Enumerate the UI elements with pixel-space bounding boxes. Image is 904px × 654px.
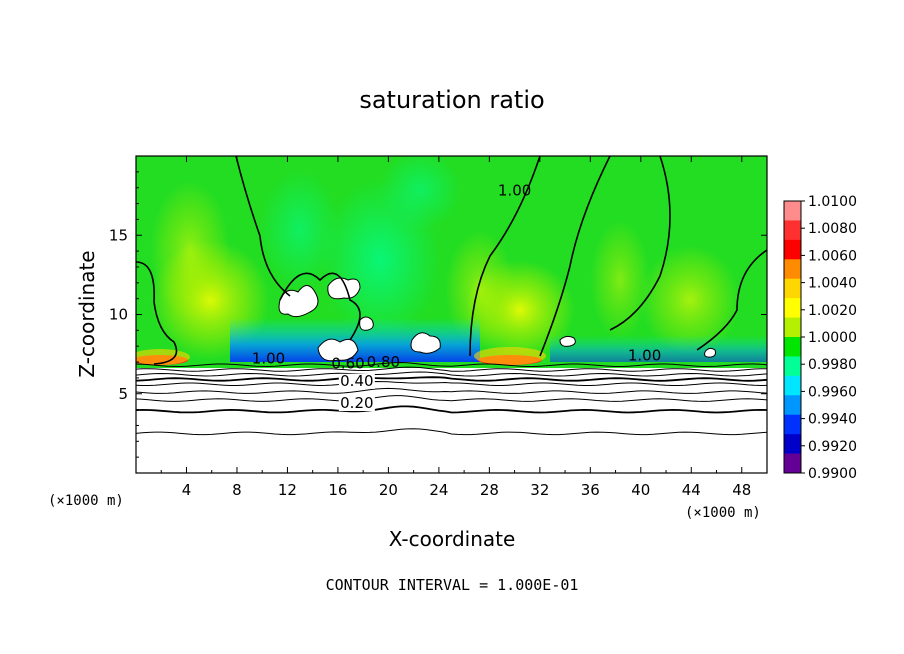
- y-tick-label: 5: [118, 385, 128, 403]
- z-unit-label: (×1000 m): [48, 493, 124, 509]
- colorbar-label: 0.9920: [808, 439, 857, 455]
- colorbar-swatch: [784, 298, 801, 319]
- colorbar-swatch: [784, 375, 801, 396]
- colorbar-label: 0.9960: [808, 384, 857, 400]
- cyan-region: [380, 156, 460, 230]
- colorbar-label: 1.0100: [808, 194, 857, 210]
- x-tick-label: 8: [232, 481, 242, 499]
- saturation-contours: [136, 156, 767, 365]
- contour-line: [136, 361, 767, 368]
- x-tick-label: 4: [182, 481, 192, 499]
- x-tick-label: 40: [631, 481, 650, 499]
- cyan-region: [260, 170, 340, 290]
- colorbar-label: 1.0060: [808, 248, 857, 264]
- x-tick-label: 28: [480, 481, 499, 499]
- colorbar-label: 1.0020: [808, 303, 857, 319]
- colorbar-swatch: [784, 414, 801, 435]
- cloud-fragments: [278, 277, 716, 362]
- contour-line: [136, 371, 767, 377]
- contour-line: [136, 428, 767, 436]
- colorbar-swatch: [784, 356, 801, 377]
- contour-line: [136, 376, 767, 382]
- x-tick-label: 48: [732, 481, 751, 499]
- subsaturated-band: [550, 335, 767, 362]
- warm-plume: [590, 220, 650, 340]
- chart-title: saturation ratio: [359, 86, 545, 114]
- y-tick-label: 10: [109, 306, 128, 324]
- contour-label: 1.00: [498, 182, 531, 200]
- colorbar-label: 0.9980: [808, 357, 857, 373]
- warm-plume: [150, 180, 230, 320]
- warm-plume: [640, 245, 740, 355]
- colorbar-label: 1.0040: [808, 276, 857, 292]
- x-unit-label: (×1000 m): [685, 505, 761, 521]
- supersat-strip: [474, 347, 546, 365]
- colorbar-swatch: [784, 395, 801, 416]
- x-tick-label: 36: [581, 481, 600, 499]
- contour-label: 0.40: [340, 372, 373, 390]
- colorbar: 1.0100 1.0080 1.0060 1.0040 1.0020 1.0000 0.99…: [783, 194, 857, 482]
- contour-label: 1.00: [628, 346, 661, 364]
- y-axis: 5 10 15: [109, 171, 767, 458]
- colorbar-swatch: [784, 201, 801, 221]
- colorbar-label: 0.9940: [808, 412, 857, 428]
- y-tick-label: 15: [109, 226, 128, 244]
- contour-label: 0.60: [331, 354, 364, 372]
- contour-label-bg: [338, 373, 375, 389]
- x-tick-label: 44: [682, 481, 701, 499]
- heatmap-field: [136, 156, 767, 473]
- contour-lines: [136, 361, 767, 436]
- colorbar-swatch: [784, 317, 801, 338]
- colorbar-swatch: [784, 278, 801, 299]
- x-axis-title: X-coordinate: [389, 527, 516, 551]
- colorbar-label: 1.0080: [808, 221, 857, 237]
- x-tick-label: 32: [530, 481, 549, 499]
- contour-line: [136, 387, 767, 394]
- contour-label: 0.80: [367, 353, 400, 371]
- contour-line: [136, 395, 767, 402]
- colorbar-swatch: [784, 220, 801, 241]
- x-tick-label: 16: [328, 481, 347, 499]
- contour-label: 0.20: [340, 394, 373, 412]
- contour-line: [136, 380, 767, 387]
- colorbar-label: 0.9900: [808, 466, 857, 482]
- colorbar-swatch: [784, 239, 801, 260]
- y-axis-title: Z-coordinate: [75, 250, 99, 377]
- colorbar-swatch: [784, 337, 801, 357]
- x-tick-label: 12: [278, 481, 297, 499]
- contour-label-bg: [338, 396, 375, 412]
- x-tick-label: 20: [379, 481, 398, 499]
- contour-line: [136, 366, 767, 372]
- colorbar-swatch: [784, 259, 801, 280]
- colorbar-swatch: [784, 453, 801, 474]
- subsaturated-stable-layer: [136, 368, 767, 473]
- contour-interval-note: CONTOUR INTERVAL = 1.000E-01: [325, 576, 579, 594]
- contour-label: 1.00: [252, 350, 285, 368]
- contour-line: [136, 405, 767, 414]
- x-tick-label: 24: [429, 481, 448, 499]
- colorbar-swatch: [784, 434, 801, 455]
- contour-labels: 1.00 1.00 1.00 0.60 0.800.40 0.20: [252, 182, 661, 412]
- colorbar-label: 1.0000: [808, 330, 857, 346]
- x-axis: 4 8 12 16 20 24 28 32 36 40 44 48: [160, 156, 751, 499]
